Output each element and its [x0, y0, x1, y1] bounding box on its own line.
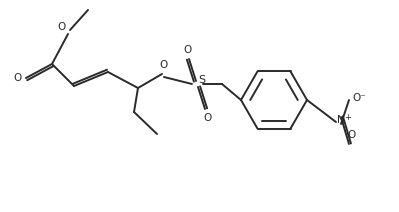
- Text: O: O: [57, 22, 65, 32]
- Text: S: S: [198, 75, 205, 85]
- Text: O⁻: O⁻: [352, 93, 366, 103]
- Text: O: O: [14, 73, 22, 83]
- Text: N: N: [337, 115, 345, 125]
- Text: O: O: [160, 60, 168, 70]
- Text: O: O: [183, 45, 191, 55]
- Text: O: O: [347, 130, 355, 140]
- Text: O: O: [203, 113, 211, 123]
- Text: +: +: [345, 113, 352, 121]
